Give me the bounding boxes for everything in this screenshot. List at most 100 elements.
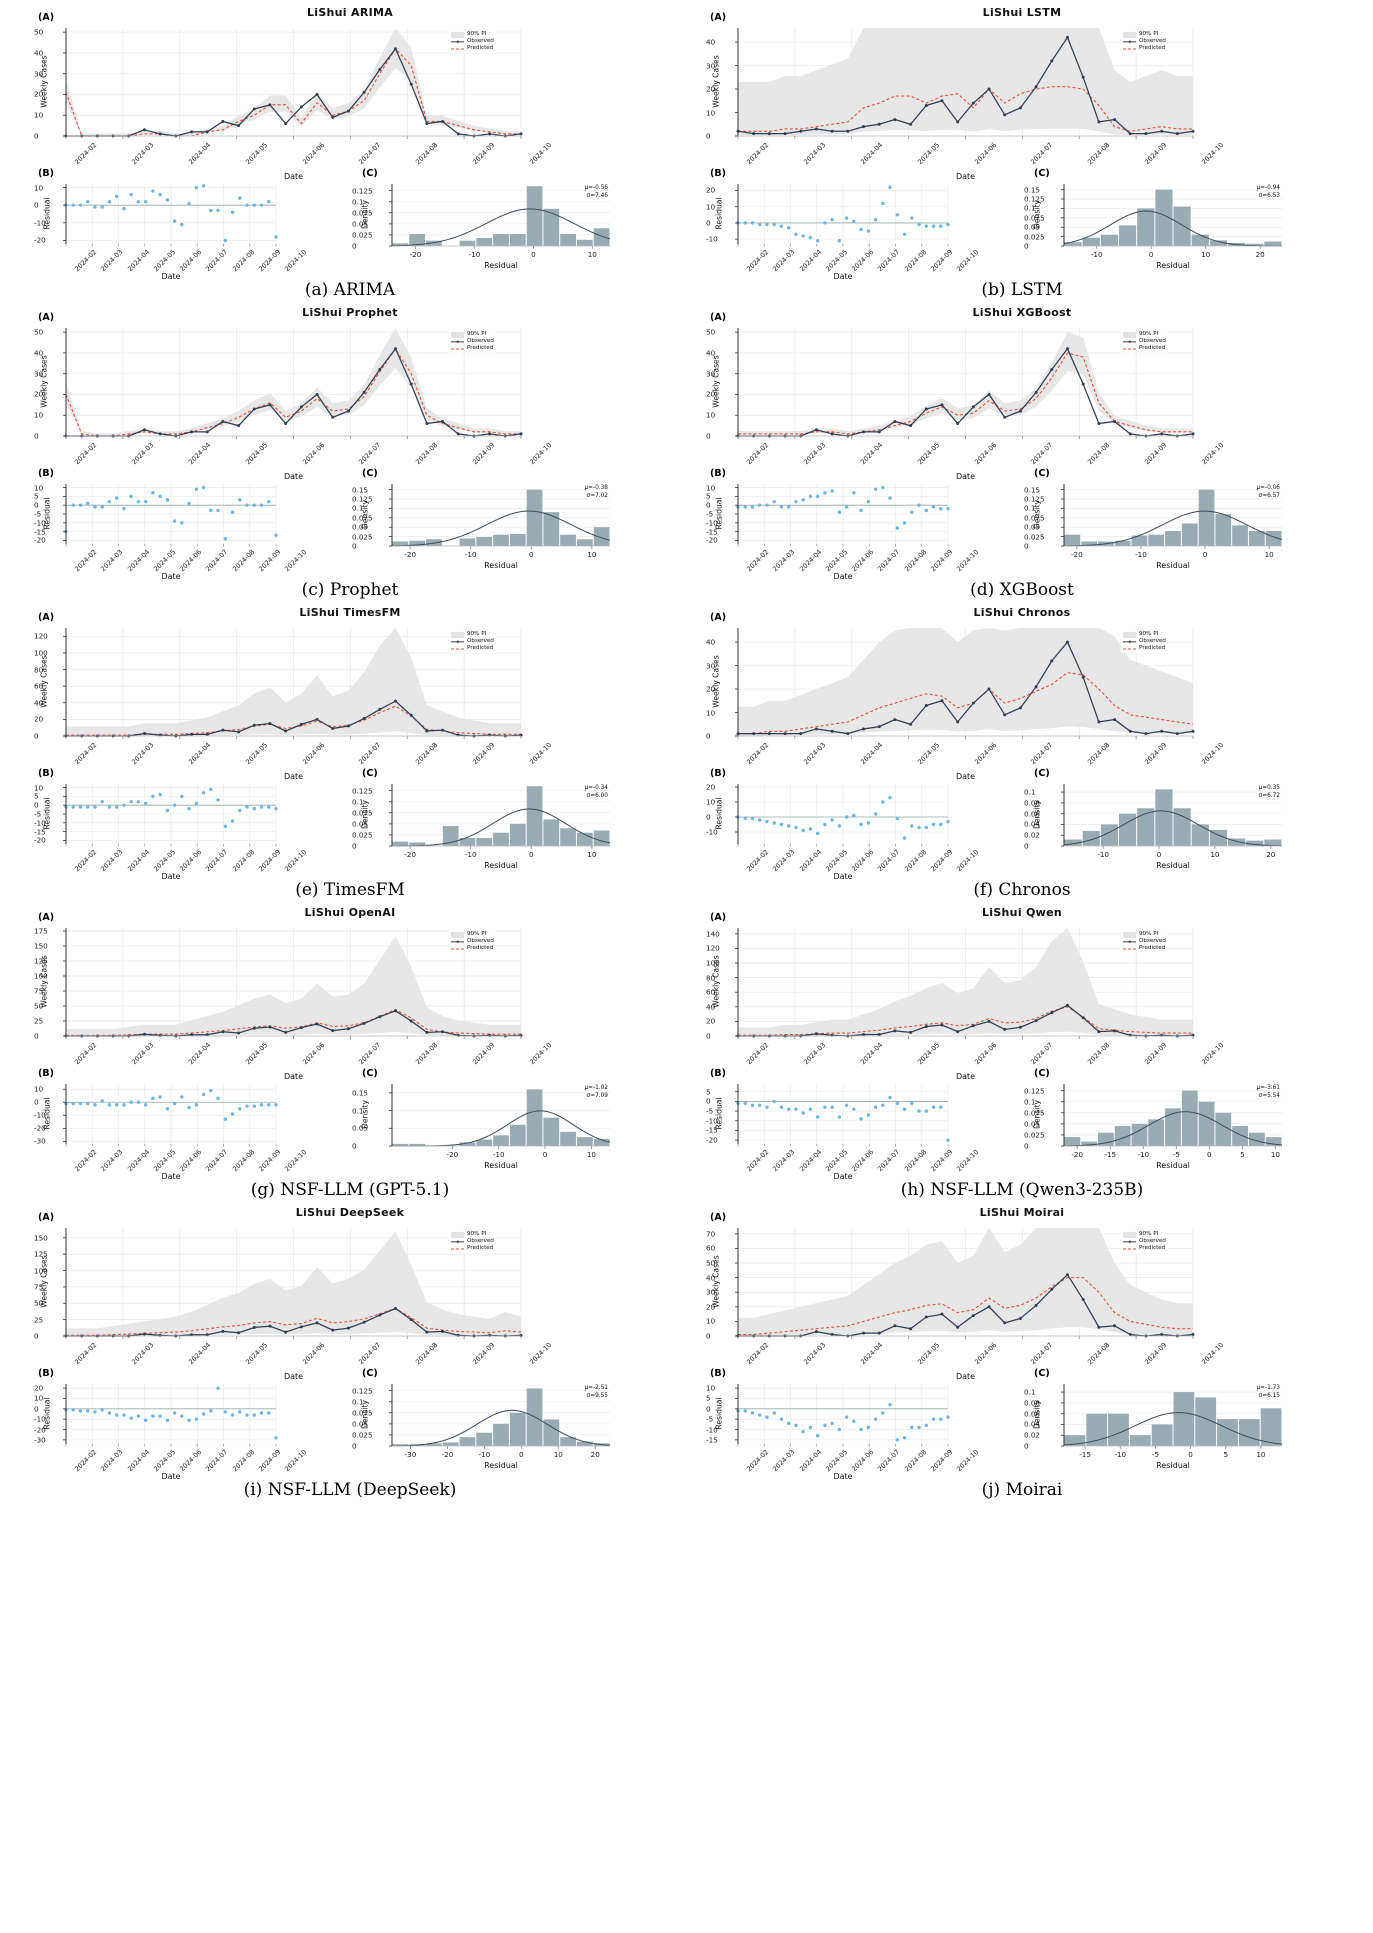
forecast-panel-arima: LiShui ARIMA (A) (B) (C) 0 10 20 30 40 50 2024-02 2…: [14, 6, 686, 281]
legend-item-pi[interactable]: 90% PI: [1123, 1231, 1166, 1238]
legend-item-observed[interactable]: Observed: [451, 38, 494, 45]
y-axis-label-weekly-cases: Weekly Cases: [711, 1255, 721, 1308]
panel-label-a: (A): [710, 912, 727, 923]
legend-item-pi[interactable]: 90% PI: [451, 631, 494, 638]
y-axis-label-residual: Residual: [42, 1097, 52, 1130]
chart-title: LiShui LSTM: [982, 6, 1062, 19]
y-tick-label: 175: [34, 926, 48, 936]
legend-item-observed[interactable]: Observed: [1123, 638, 1166, 645]
legend-item-pi[interactable]: 90% PI: [451, 931, 494, 938]
legend-item-predicted[interactable]: Predicted: [1123, 1245, 1166, 1252]
panel-label-c: (C): [362, 768, 378, 779]
forecast-panel-prophet: LiShui Prophet (A) (B) (C) 0 10 20 30 40 50 2024-0…: [14, 306, 686, 581]
legend-item-predicted[interactable]: Predicted: [451, 945, 494, 952]
legend-label: 90% PI: [467, 1231, 487, 1238]
x-axis-label-date: Date: [161, 272, 181, 281]
x-tick-label: -10: [1097, 850, 1109, 859]
legend-item-pi[interactable]: 90% PI: [451, 331, 494, 338]
y-tick-label: 0.05: [352, 522, 369, 532]
panel-label-a: (A): [38, 12, 55, 23]
y-tick-label: 10: [706, 202, 716, 212]
interval-swatch-icon: [1123, 31, 1136, 38]
chart-title: LiShui OpenAI: [304, 906, 396, 919]
y-tick-label: 0: [1024, 1141, 1029, 1151]
x-axis-label-residual: Residual: [1156, 261, 1190, 270]
legend-item-observed[interactable]: Observed: [451, 938, 494, 945]
chart-legend: 90% PI Observed Predicted: [449, 630, 496, 653]
x-tick-label: 10: [587, 850, 597, 859]
y-tick-label: 0: [706, 812, 711, 822]
legend-item-pi[interactable]: 90% PI: [451, 31, 494, 38]
legend-item-predicted[interactable]: Predicted: [451, 1245, 494, 1252]
legend-item-predicted[interactable]: Predicted: [451, 645, 494, 652]
chart-title: LiShui Qwen: [981, 906, 1063, 919]
observed-line-icon: [1123, 339, 1136, 345]
observed-line-icon: [451, 639, 464, 645]
legend-item-predicted[interactable]: Predicted: [1123, 45, 1166, 52]
x-tick-label: -20: [409, 250, 422, 259]
legend-item-predicted[interactable]: Predicted: [1123, 345, 1166, 352]
legend-item-observed[interactable]: Observed: [451, 1238, 494, 1245]
x-tick-label: -10: [1114, 1450, 1127, 1459]
y-tick-label: -20: [34, 1123, 46, 1133]
y-tick-label: 0.125: [1024, 1086, 1045, 1096]
residual-stats: μ=0.35 σ=6.72: [1220, 785, 1280, 801]
forecast-panel-moirai: LiShui Moirai (A) (B) (C) 0 10 20 30 40 50 60 70 202…: [686, 1206, 1358, 1481]
legend-item-observed[interactable]: Observed: [1123, 938, 1166, 945]
y-axis-label-residual: Residual: [714, 797, 724, 830]
panel-label-c: (C): [1034, 1068, 1050, 1079]
y-tick-label: 0.05: [352, 1419, 369, 1429]
residual-stats: μ=-3.61 σ=5.54: [1220, 1085, 1280, 1101]
forecast-panel-chronos: LiShui Chronos (A) (B) (C) 0 10 20 30 40 2024-02 2…: [686, 606, 1358, 881]
legend-item-pi[interactable]: 90% PI: [1123, 931, 1166, 938]
legend-item-observed[interactable]: Observed: [451, 638, 494, 645]
x-axis-label-residual: Residual: [484, 861, 518, 870]
panel-label-a: (A): [710, 1212, 727, 1223]
legend-item-predicted[interactable]: Predicted: [1123, 945, 1166, 952]
observed-line-icon: [1123, 1239, 1136, 1245]
legend-item-pi[interactable]: 90% PI: [1123, 331, 1166, 338]
legend-item-predicted[interactable]: Predicted: [1123, 645, 1166, 652]
legend-item-observed[interactable]: Observed: [451, 338, 494, 345]
predicted-line-icon: [1123, 946, 1136, 952]
x-tick-label: 10: [587, 250, 597, 259]
x-axis-label-date: Date: [833, 872, 853, 881]
x-tick-label: -15: [1104, 1150, 1117, 1159]
forecast-panel-deepseek: LiShui DeepSeek (A) (B) (C) 0 25 50 75 100 125 150…: [14, 1206, 686, 1481]
y-tick-label: 120: [34, 631, 48, 641]
predicted-line-icon: [451, 946, 464, 952]
legend-item-pi[interactable]: 90% PI: [1123, 31, 1166, 38]
legend-item-pi[interactable]: 90% PI: [451, 1231, 494, 1238]
subfigure-caption: (f) Chronos: [973, 880, 1071, 900]
x-axis-label-residual: Residual: [484, 1461, 518, 1470]
x-tick-label: 5: [1240, 1150, 1245, 1159]
panel-pair: LiShui Prophet (A) (B) (C) 0 10 20 30 40 50 2024-0…: [14, 306, 1359, 581]
caption-pair: (i) NSF-LLM (DeepSeek) (j) Moirai: [14, 1478, 1359, 1506]
legend-item-observed[interactable]: Observed: [1123, 38, 1166, 45]
legend-label: Predicted: [1139, 945, 1166, 952]
subfigure-caption: (e) TimesFM: [295, 880, 405, 900]
y-tick-label: 0: [706, 1404, 711, 1414]
y-tick-label: 10: [706, 708, 716, 718]
legend-item-pi[interactable]: 90% PI: [1123, 631, 1166, 638]
legend-item-predicted[interactable]: Predicted: [451, 45, 494, 52]
legend-item-predicted[interactable]: Predicted: [451, 345, 494, 352]
legend-label: Predicted: [467, 1245, 494, 1252]
subfigure-gnsfllmgpt: LiShui OpenAI (A) (B) (C) 0 25 50 75 100 125 150 17…: [14, 906, 686, 1181]
y-axis-label-weekly-cases: Weekly Cases: [39, 955, 49, 1008]
y-tick-label: 30: [34, 69, 44, 79]
y-tick-label: -15: [706, 527, 718, 537]
observed-line-icon: [451, 39, 464, 45]
predicted-line-icon: [1123, 46, 1136, 52]
y-tick-label: 0: [1024, 241, 1029, 251]
panel-label-b: (B): [710, 168, 726, 179]
subfigure-caption: (i) NSF-LLM (DeepSeek): [243, 1480, 457, 1500]
y-tick-label: 50: [706, 1258, 716, 1268]
legend-item-observed[interactable]: Observed: [1123, 1238, 1166, 1245]
legend-item-observed[interactable]: Observed: [1123, 338, 1166, 345]
subfigure-cprophet: LiShui Prophet (A) (B) (C) 0 10 20 30 40 50 2024-0…: [14, 306, 686, 581]
y-axis-label-residual: Residual: [42, 797, 52, 830]
x-tick-label: 0: [1148, 250, 1154, 259]
plot-canvas: [735, 1228, 1283, 1449]
y-tick-label: -5: [706, 509, 714, 519]
